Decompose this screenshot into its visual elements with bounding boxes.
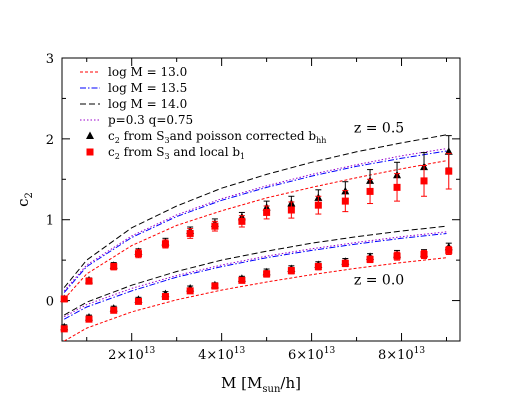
x-axis-label: M [Msun/h] bbox=[221, 374, 301, 395]
annotation-text: z = 0.0 bbox=[354, 272, 404, 288]
square-marker bbox=[110, 263, 118, 271]
square-marker bbox=[211, 282, 219, 290]
square-marker bbox=[161, 293, 169, 301]
legend-label: log M = 13.5 bbox=[108, 81, 187, 95]
model-curve-line bbox=[63, 231, 447, 318]
model-curve-line bbox=[63, 134, 447, 288]
square-marker bbox=[134, 297, 142, 305]
square-marker bbox=[263, 270, 271, 278]
model-curve-line bbox=[63, 233, 447, 320]
square-marker bbox=[85, 277, 93, 285]
model-curve-line bbox=[63, 257, 447, 341]
legend-label: log M = 14.0 bbox=[108, 97, 187, 111]
legend-label: c2 from S3 and local b1 bbox=[108, 145, 245, 161]
square-marker bbox=[134, 250, 142, 258]
square-marker bbox=[60, 325, 68, 333]
square-marker bbox=[445, 167, 453, 175]
square-marker bbox=[86, 148, 94, 156]
square-marker bbox=[341, 197, 349, 205]
triangle-marker bbox=[86, 131, 94, 139]
y-axis-label: c2 bbox=[14, 192, 35, 207]
square-marker bbox=[211, 222, 219, 230]
annotations: z = 0.5 z = 0.0 bbox=[354, 120, 404, 288]
y-tick-label: 0 bbox=[46, 295, 54, 310]
plot-frame bbox=[61, 57, 461, 342]
square-marker bbox=[341, 259, 349, 267]
legend-label: c2 from S3and poisson corrected bhh bbox=[108, 129, 326, 145]
square-marker bbox=[263, 208, 271, 216]
square-marker bbox=[110, 306, 118, 314]
data-points bbox=[60, 135, 453, 333]
square-marker bbox=[161, 240, 169, 248]
square-marker bbox=[85, 315, 93, 323]
square-marker bbox=[314, 201, 322, 209]
square-marker bbox=[186, 287, 194, 295]
square-marker bbox=[186, 229, 194, 237]
x-tick-label: 4×1013 bbox=[198, 346, 245, 363]
model-curve-line bbox=[63, 160, 447, 300]
square-marker bbox=[60, 295, 68, 303]
annotation-text: z = 0.5 bbox=[354, 120, 404, 136]
x-tick-label: 2×1013 bbox=[108, 346, 155, 363]
square-marker bbox=[393, 252, 401, 260]
model-curve-line bbox=[63, 225, 447, 316]
square-marker bbox=[420, 250, 428, 258]
y-tick-label: 1 bbox=[46, 214, 54, 229]
square-marker bbox=[287, 267, 295, 275]
model-curve-line bbox=[63, 148, 447, 292]
square-marker bbox=[238, 217, 246, 225]
y-tick-label: 2 bbox=[46, 133, 54, 148]
model-curves bbox=[63, 134, 447, 341]
square-marker bbox=[366, 255, 374, 263]
x-tick-label: 6×1013 bbox=[288, 346, 335, 363]
square-marker bbox=[366, 187, 374, 195]
axis-ticks: 2×1013 4×1013 6×1013 8×1013 0 1 2 3 bbox=[46, 52, 460, 363]
axis-labels: M [Msun/h] c2 bbox=[14, 192, 301, 395]
square-marker bbox=[420, 177, 428, 185]
square-marker bbox=[393, 183, 401, 191]
legend-label: log M = 13.0 bbox=[108, 65, 187, 79]
square-marker bbox=[314, 263, 322, 271]
y-tick-label: 3 bbox=[46, 52, 54, 67]
legend-label: p=0.3 q=0.75 bbox=[108, 113, 193, 127]
square-marker bbox=[287, 206, 295, 214]
model-curve-line bbox=[63, 150, 447, 293]
x-tick-label: 8×1013 bbox=[378, 346, 425, 363]
square-marker bbox=[238, 276, 246, 284]
square-marker bbox=[445, 246, 453, 254]
legend: log M = 13.0 log M = 13.5 log M = 14.0 p=0.… bbox=[80, 65, 326, 161]
